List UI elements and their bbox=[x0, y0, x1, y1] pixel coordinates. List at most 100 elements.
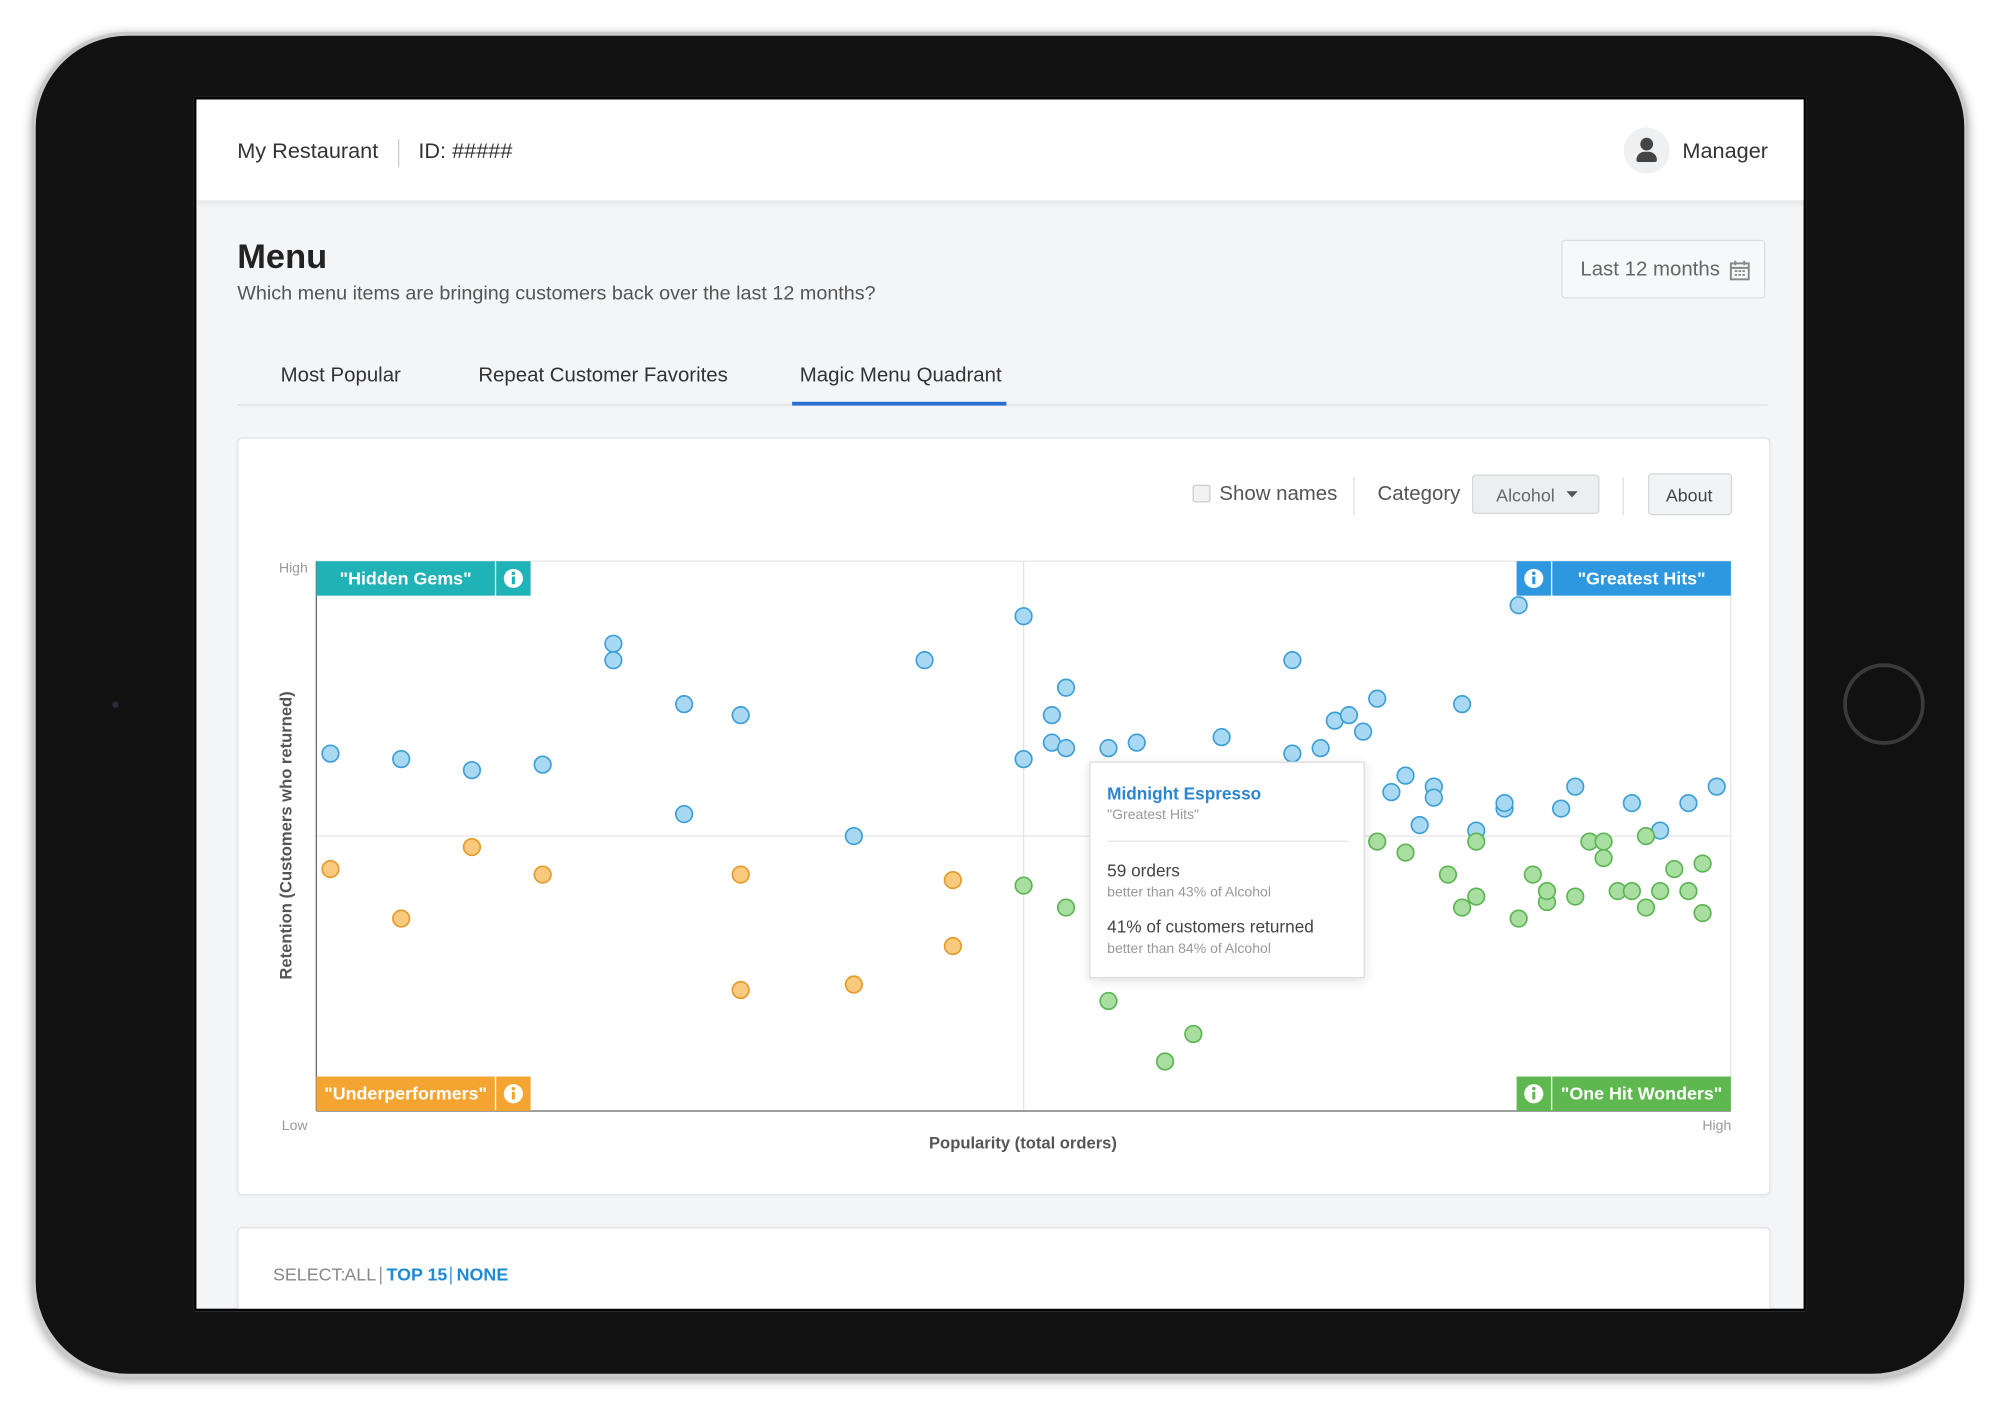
items-card: SELECT: ALL TOP 15 NONE bbox=[237, 1227, 1771, 1309]
legend-label: "One Hit Wonders" bbox=[1561, 1084, 1722, 1104]
data-point bbox=[1099, 739, 1118, 758]
data-point bbox=[1311, 739, 1330, 758]
data-point bbox=[674, 695, 694, 714]
data-point bbox=[1594, 848, 1613, 868]
data-point bbox=[1566, 777, 1585, 796]
quadrant-label[interactable]: "Underperformers" bbox=[316, 1076, 531, 1111]
data-point bbox=[1056, 678, 1076, 697]
info-icon-stem bbox=[511, 576, 515, 585]
y-high-label: High bbox=[279, 560, 308, 576]
data-point bbox=[1339, 706, 1359, 725]
data-point bbox=[1014, 607, 1033, 626]
quadrant-label-box bbox=[316, 561, 495, 596]
data-point bbox=[1396, 843, 1415, 862]
data-point bbox=[1424, 788, 1443, 807]
data-point bbox=[1679, 793, 1698, 813]
tooltip-orders: 59 orders bbox=[1107, 860, 1180, 881]
page-title: Menu bbox=[237, 237, 328, 276]
select-top[interactable]: TOP 15 bbox=[386, 1264, 448, 1285]
tab-indicator bbox=[792, 401, 1007, 406]
home-button[interactable] bbox=[1843, 663, 1925, 745]
legend-label: "Hidden Gems" bbox=[340, 568, 472, 588]
info-icon-dot bbox=[1532, 571, 1536, 576]
about-button[interactable]: About bbox=[1647, 473, 1733, 516]
tooltip: Midnight Espresso "Greatest Hits" 59 ord… bbox=[1089, 761, 1365, 979]
data-point bbox=[1099, 991, 1118, 1011]
divider bbox=[450, 1266, 452, 1285]
data-point bbox=[731, 865, 750, 884]
data-point bbox=[1552, 799, 1571, 818]
category-dropdown[interactable]: Alcohol bbox=[1471, 474, 1600, 515]
chart: High Low High Popularity (total orders) … bbox=[276, 560, 1732, 1153]
legend-label: "Greatest Hits" bbox=[1578, 568, 1706, 588]
data-point bbox=[1452, 898, 1472, 917]
data-point bbox=[1509, 909, 1528, 928]
legend-label: "Underperformers" bbox=[324, 1084, 487, 1104]
screen: My Restaurant ID: ##### Manager Menu Whi… bbox=[193, 96, 1807, 1312]
data-point bbox=[1014, 876, 1033, 895]
page-subtitle: Which menu items are bringing customers … bbox=[237, 283, 876, 305]
data-point bbox=[533, 865, 552, 884]
data-point bbox=[1212, 728, 1231, 747]
data-point bbox=[1651, 881, 1670, 901]
quadrant-label[interactable]: "Hidden Gems" bbox=[316, 561, 531, 596]
data-point bbox=[915, 651, 934, 670]
show-names-label[interactable]: Show names bbox=[1219, 483, 1338, 506]
data-point bbox=[1368, 689, 1387, 708]
tooltip-note: better than 84% of Alcohol bbox=[1107, 941, 1271, 957]
data-point bbox=[1636, 826, 1656, 846]
caret bbox=[1566, 491, 1578, 498]
header: My Restaurant ID: ##### Manager bbox=[196, 99, 1804, 201]
data-point bbox=[674, 804, 694, 824]
data-point bbox=[1127, 733, 1146, 752]
camera bbox=[112, 701, 119, 708]
x-axis-title: Popularity (total orders) bbox=[929, 1134, 1117, 1153]
data-point bbox=[533, 755, 552, 774]
data-point bbox=[392, 909, 411, 928]
tab[interactable]: Most Popular bbox=[280, 364, 401, 387]
info-icon-stem bbox=[1532, 576, 1536, 585]
user-name[interactable]: Manager bbox=[1682, 139, 1768, 164]
chart-card: High Low High Popularity (total orders) … bbox=[237, 437, 1771, 1196]
data-point bbox=[1594, 832, 1613, 851]
data-point bbox=[943, 936, 962, 956]
date-range: Last 12 months bbox=[1580, 258, 1720, 281]
tab-active[interactable]: Magic Menu Quadrant bbox=[799, 364, 1002, 387]
data-point bbox=[1155, 1052, 1175, 1071]
x-high-label: High bbox=[1702, 1117, 1731, 1133]
restaurant-name[interactable]: My Restaurant bbox=[237, 139, 379, 164]
data-point bbox=[604, 651, 623, 670]
info-icon-dot bbox=[511, 571, 516, 576]
tooltip-quadrant: "Greatest Hits" bbox=[1107, 807, 1199, 823]
quadrant-label[interactable]: "Greatest Hits" bbox=[1516, 561, 1731, 596]
select-label: SELECT: bbox=[272, 1264, 346, 1285]
info-icon-dot bbox=[511, 1086, 516, 1091]
data-point bbox=[1283, 744, 1302, 763]
data-point bbox=[1184, 1024, 1203, 1044]
avatar[interactable] bbox=[1623, 127, 1670, 174]
select-all[interactable]: ALL bbox=[344, 1264, 377, 1285]
tab[interactable]: Repeat Customer Favorites bbox=[478, 364, 728, 387]
data-point bbox=[1014, 750, 1033, 769]
data-point bbox=[1056, 739, 1076, 758]
data-point bbox=[1566, 887, 1585, 906]
data-point bbox=[1693, 854, 1712, 873]
data-point bbox=[321, 744, 340, 763]
date-picker[interactable]: Last 12 months bbox=[1561, 239, 1766, 299]
data-point bbox=[1622, 881, 1641, 901]
tooltip-rule bbox=[1107, 840, 1349, 842]
y-axis-title: Retention (Customers who returned) bbox=[276, 691, 295, 979]
data-point bbox=[1368, 832, 1387, 851]
select-none[interactable]: NONE bbox=[456, 1264, 509, 1285]
tooltip-title: Midnight Espresso bbox=[1107, 784, 1262, 804]
data-point bbox=[1523, 865, 1542, 884]
data-point bbox=[1452, 695, 1472, 714]
data-point bbox=[1467, 887, 1486, 906]
info-icon-stem bbox=[511, 1091, 515, 1100]
about-label: About bbox=[1665, 484, 1713, 506]
checkbox[interactable] bbox=[1192, 484, 1211, 503]
quadrant-label[interactable]: "One Hit Wonders" bbox=[1516, 1076, 1731, 1111]
data-point bbox=[1438, 865, 1458, 884]
